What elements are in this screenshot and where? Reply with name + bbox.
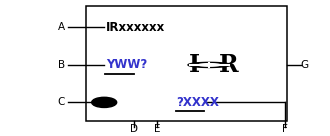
Text: IRxxxxxx: IRxxxxxx xyxy=(106,21,165,34)
Text: C: C xyxy=(58,97,65,107)
Bar xyxy=(86,6,286,121)
Text: ?XXXX: ?XXXX xyxy=(177,96,219,109)
Text: R: R xyxy=(219,53,239,77)
Text: E: E xyxy=(153,124,160,134)
Text: D: D xyxy=(130,124,138,134)
Polygon shape xyxy=(188,62,231,67)
Text: G: G xyxy=(301,60,309,70)
Text: A: A xyxy=(58,22,65,33)
Text: I: I xyxy=(189,53,200,77)
Text: F: F xyxy=(282,124,288,134)
Polygon shape xyxy=(199,64,220,66)
Text: YWW?: YWW? xyxy=(106,58,147,71)
Circle shape xyxy=(92,97,117,107)
Text: B: B xyxy=(58,60,65,70)
